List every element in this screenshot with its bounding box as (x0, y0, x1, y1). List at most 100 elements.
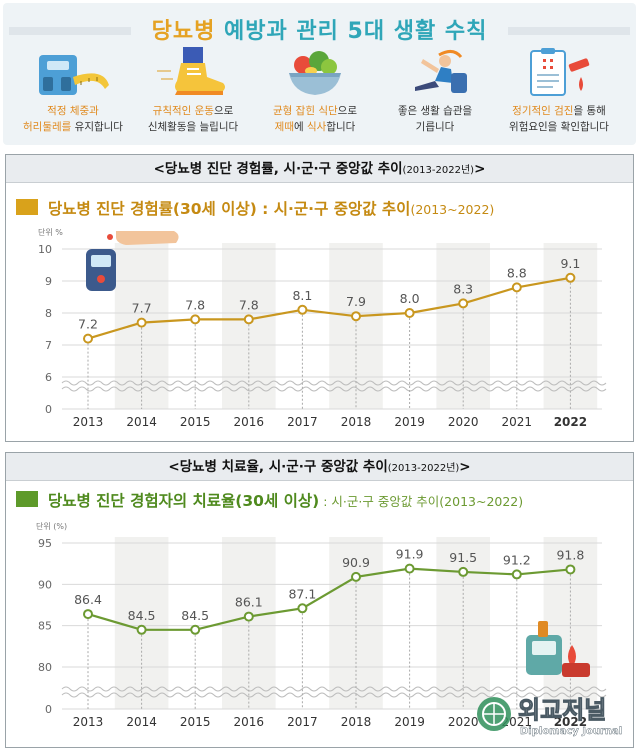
data-point (136, 317, 147, 328)
chart2-svg: 0 80 85 90 95 단위 (%) 86.4 84.5 84.5 86.1 87.1 90.9 9… (36, 521, 607, 729)
x-tick-label: 2022 (554, 415, 587, 429)
stretching-person-icon (395, 47, 475, 99)
glucose-device-icon (526, 621, 590, 677)
data-point (565, 272, 576, 283)
data-point (458, 566, 469, 577)
data-label: 7.8 (239, 297, 259, 312)
data-label: 86.4 (74, 592, 102, 607)
data-label: 8.8 (507, 265, 527, 280)
x-tick-label: 2021 (502, 415, 533, 429)
x-tick-label: 2016 (234, 715, 265, 729)
data-point (190, 314, 201, 325)
data-point (404, 308, 415, 318)
data-point (458, 298, 469, 309)
x-tick-label: 2020 (448, 715, 479, 729)
x-tick-label: 2017 (287, 415, 318, 429)
y-tick-label: 80 (38, 661, 52, 674)
data-point (297, 304, 308, 315)
data-point (351, 571, 361, 582)
title-decor-right (508, 27, 630, 35)
running-shoe-icon (153, 47, 233, 99)
data-point (565, 564, 576, 575)
x-tick-label: 2018 (341, 415, 372, 429)
column-band (543, 243, 598, 409)
tip-weight: 적정 체중과 허리둘레를 유지합니다 (13, 47, 133, 135)
data-point (404, 563, 415, 574)
data-point (297, 603, 308, 614)
x-tick-label: 2014 (126, 415, 157, 429)
y-tick-label: 90 (38, 578, 52, 591)
data-label: 7.8 (185, 297, 205, 312)
y-tick-label: 10 (38, 243, 52, 256)
data-point (243, 611, 254, 622)
axis-break-wave (61, 692, 607, 698)
panel2-header: <당뇨병 치료율, 시·군·구 중앙값 추이(2013-2022년)> (6, 453, 633, 481)
axis-break-wave (61, 386, 607, 392)
chart2-title-marker (16, 491, 38, 507)
data-point (190, 624, 201, 635)
data-point (511, 569, 522, 580)
chart1-title: 당뇨병 진단 경험률(30세 이상) : 시·군·구 중앙값 추이(2013~2… (48, 200, 495, 218)
y-tick-label: 7 (45, 339, 52, 352)
data-label: 87.1 (288, 586, 316, 601)
unit-label: 단위 (%) (36, 521, 67, 531)
unit-label: 단위 % (38, 227, 63, 237)
y-tick-label: 95 (38, 537, 52, 550)
y-tick-label: 6 (45, 371, 52, 384)
x-tick-label: 2015 (180, 415, 211, 429)
x-tick-label: 2016 (234, 415, 265, 429)
data-label: 9.1 (560, 256, 580, 271)
x-tick-label: 2014 (126, 715, 157, 729)
medical-checkup-icon (519, 47, 599, 99)
panel1-header: <당뇨병 진단 경험률, 시·군·구 중앙값 추이(2013-2022년)> (6, 155, 633, 183)
tip-diet: 균형 잡힌 식단으로 제때에 식사합니다 (255, 47, 375, 135)
y-tick-label: 0 (45, 403, 52, 416)
y-tick-label: 0 (45, 703, 52, 716)
x-tick-label: 2018 (341, 715, 372, 729)
data-point (351, 311, 361, 322)
y-tick-label: 85 (38, 620, 52, 633)
data-label: 7.7 (132, 301, 152, 316)
y-tick-label: 9 (45, 275, 52, 288)
watermark-main: 외교저널 (518, 696, 606, 724)
column-band (436, 537, 490, 709)
axis-break-wave (61, 380, 607, 386)
treatment-rate-panel: <당뇨병 치료율, 시·군·구 중앙값 추이(2013-2022년)> 당뇨병 … (5, 452, 634, 748)
data-label: 8.1 (292, 288, 312, 303)
chart1-title-marker (16, 199, 38, 215)
series-line (87, 276, 571, 340)
watermark-sub: Diplomacy Journal (520, 726, 622, 737)
y-tick-label: 8 (45, 307, 52, 320)
tip-exercise: 규칙적인 운동으로 신체활동을 늘립니다 (133, 47, 253, 135)
series-line (87, 567, 571, 631)
x-tick-label: 2020 (448, 415, 479, 429)
data-label: 91.9 (396, 547, 424, 562)
data-point (511, 282, 522, 293)
watermark-logo: 외교저널 Diplomacy Journal (472, 686, 636, 746)
data-point (83, 333, 93, 344)
data-point (243, 314, 254, 325)
x-tick-label: 2017 (287, 715, 318, 729)
data-label: 91.8 (556, 547, 584, 562)
banner-title: 당뇨병 예방과 관리 5대 생활 수칙 (151, 19, 488, 44)
data-label: 90.9 (342, 555, 370, 570)
x-tick-label: 2019 (394, 715, 425, 729)
glucose-meter-hand-icon (86, 231, 179, 291)
scale-tape-icon (33, 47, 113, 99)
title-decor-left (9, 27, 131, 35)
guideline-banner: 당뇨병 예방과 관리 5대 생활 수칙 적정 체중과 허리둘레를 유지합니다 (3, 3, 636, 145)
data-label: 8.0 (400, 291, 420, 306)
x-tick-label: 2015 (180, 715, 211, 729)
x-tick-label: 2022 (554, 715, 587, 729)
x-tick-label: 2019 (394, 415, 425, 429)
data-label: 84.5 (128, 608, 156, 623)
data-label: 8.3 (453, 281, 473, 296)
data-label: 86.1 (235, 595, 263, 610)
x-tick-label: 2013 (73, 415, 104, 429)
data-label: 7.2 (78, 317, 98, 332)
axis-break-wave (61, 686, 607, 692)
data-point (83, 609, 93, 620)
chart1-svg: 0 6 7 8 9 10 단위 % 7.2 7.7 7.8 7.8 8.1 7.9 8.0 8.3 8.8 9.… (38, 227, 607, 429)
data-label: 91.5 (449, 550, 477, 565)
tip-habits: 좋은 생활 습관을 기릅니다 (375, 47, 495, 135)
